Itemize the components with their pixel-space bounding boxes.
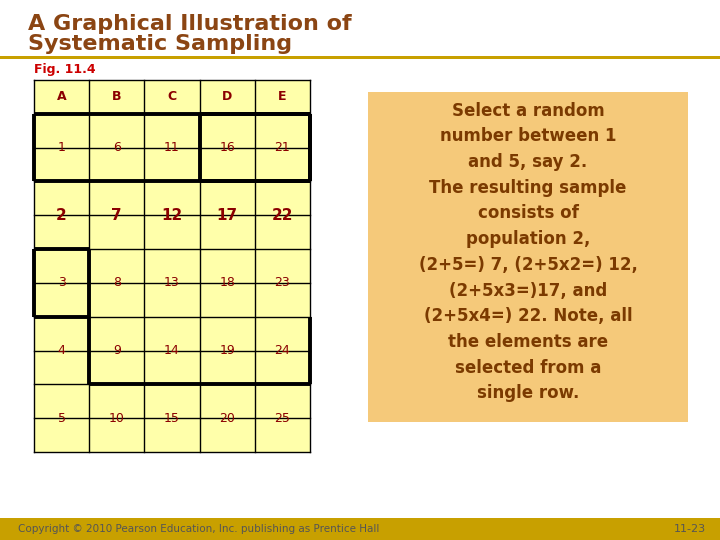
Bar	[199, 147, 255, 181]
Text: Systematic Sampling: Systematic Sampling	[28, 34, 292, 54]
Text: 19: 19	[220, 344, 235, 357]
Text: 5: 5	[58, 411, 66, 424]
Bar	[145, 215, 199, 249]
Bar	[89, 418, 145, 452]
Text: 11-23: 11-23	[674, 524, 706, 534]
Bar	[199, 317, 255, 350]
Text: 3: 3	[58, 276, 66, 289]
Text: 7: 7	[112, 208, 122, 223]
Bar	[145, 384, 199, 418]
Bar	[368, 92, 688, 422]
Text: 18: 18	[220, 276, 235, 289]
Bar	[199, 80, 255, 114]
Bar	[255, 249, 310, 283]
Text: 23: 23	[274, 276, 290, 289]
Bar	[34, 80, 89, 114]
Text: 13: 13	[164, 276, 180, 289]
Text: 17: 17	[217, 208, 238, 223]
Bar	[34, 418, 89, 452]
Text: 21: 21	[274, 141, 290, 154]
Bar	[145, 114, 199, 147]
Bar	[89, 114, 145, 147]
Bar	[255, 384, 310, 418]
Text: 9: 9	[113, 344, 121, 357]
Text: Fig. 11.4: Fig. 11.4	[34, 63, 96, 76]
Text: 1: 1	[58, 141, 66, 154]
Text: C: C	[168, 90, 176, 103]
Text: 16: 16	[220, 141, 235, 154]
Text: E: E	[278, 90, 287, 103]
Text: A Graphical Illustration of: A Graphical Illustration of	[28, 14, 351, 34]
Text: D: D	[222, 90, 233, 103]
Bar	[145, 147, 199, 181]
Text: Copyright © 2010 Pearson Education, Inc. publishing as Prentice Hall: Copyright © 2010 Pearson Education, Inc.…	[18, 524, 379, 534]
Bar	[145, 181, 199, 215]
Bar	[34, 181, 89, 215]
Bar	[89, 249, 145, 283]
Bar	[255, 418, 310, 452]
Bar	[199, 283, 255, 317]
Bar	[255, 350, 310, 384]
Bar	[145, 418, 199, 452]
Bar	[199, 181, 255, 215]
Bar	[145, 249, 199, 283]
Bar	[89, 350, 145, 384]
Text: 11: 11	[164, 141, 180, 154]
Text: 12: 12	[161, 208, 183, 223]
Text: 4: 4	[58, 344, 66, 357]
Bar	[255, 317, 310, 350]
Bar	[199, 114, 255, 147]
Bar	[145, 283, 199, 317]
Bar	[89, 384, 145, 418]
Bar	[34, 249, 89, 283]
Text: 15: 15	[164, 411, 180, 424]
Bar	[89, 317, 145, 350]
Bar	[34, 215, 89, 249]
Text: 22: 22	[271, 208, 293, 223]
Text: 2: 2	[56, 208, 67, 223]
Bar	[89, 215, 145, 249]
Bar	[255, 181, 310, 215]
Bar	[255, 80, 310, 114]
Bar	[34, 317, 89, 350]
Bar	[89, 80, 145, 114]
Bar	[89, 147, 145, 181]
Bar	[199, 384, 255, 418]
Text: 14: 14	[164, 344, 180, 357]
Text: 8: 8	[113, 276, 121, 289]
Text: 20: 20	[220, 411, 235, 424]
Text: 25: 25	[274, 411, 290, 424]
Text: 10: 10	[109, 411, 125, 424]
Bar	[199, 249, 255, 283]
Text: Select a random
number between 1
and 5, say 2.
The resulting sample
consists of
: Select a random number between 1 and 5, …	[418, 102, 637, 402]
Bar	[0, 518, 720, 540]
Bar	[0, 56, 720, 59]
Bar	[34, 384, 89, 418]
Bar	[145, 350, 199, 384]
Bar	[199, 215, 255, 249]
Bar	[34, 350, 89, 384]
Bar	[89, 283, 145, 317]
Bar	[255, 215, 310, 249]
Text: B: B	[112, 90, 122, 103]
Bar	[199, 418, 255, 452]
Text: 24: 24	[274, 344, 290, 357]
Bar	[34, 147, 89, 181]
Bar	[145, 317, 199, 350]
Bar	[255, 283, 310, 317]
Bar	[34, 114, 89, 147]
Bar	[145, 80, 199, 114]
Bar	[34, 283, 89, 317]
Text: A: A	[57, 90, 66, 103]
Text: 6: 6	[113, 141, 121, 154]
Bar	[89, 181, 145, 215]
Bar	[199, 350, 255, 384]
Bar	[255, 114, 310, 147]
Bar	[255, 147, 310, 181]
